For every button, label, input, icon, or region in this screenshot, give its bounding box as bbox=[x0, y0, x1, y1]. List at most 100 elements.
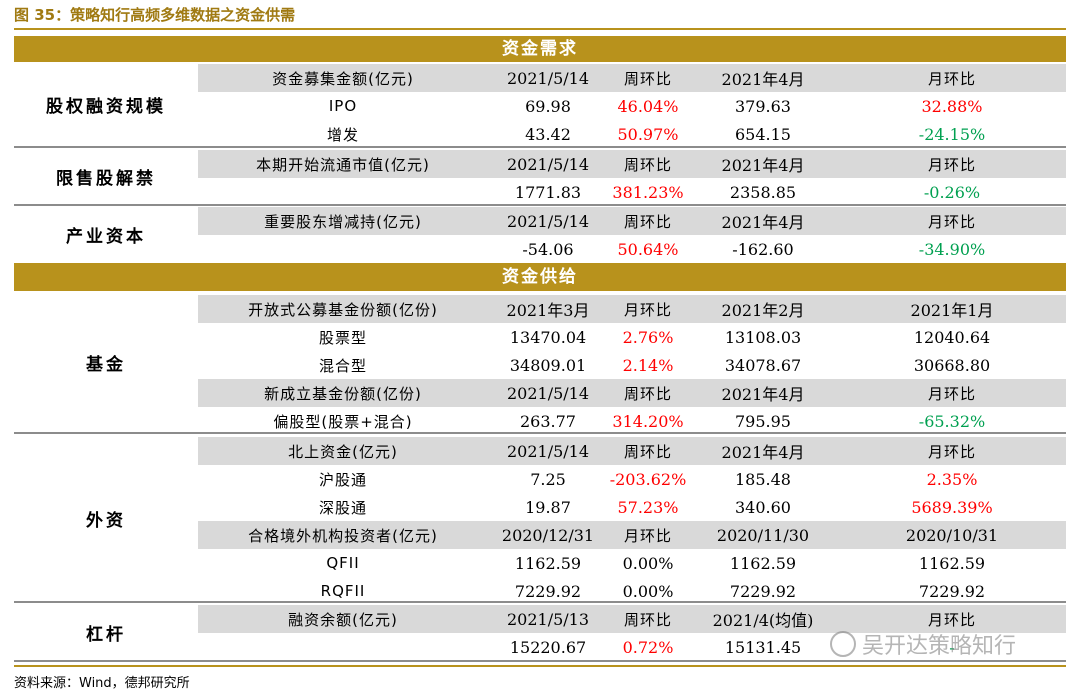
table-row: 偏股型(股票+混合) 263.77 314.20% 795.95 -65.32% bbox=[198, 407, 1066, 435]
table-cell: 34078.67 bbox=[724, 355, 802, 375]
table-cell: 2021年4月 bbox=[721, 156, 805, 175]
table-row: 混合型 34809.01 2.14% 34078.67 30668.80 bbox=[198, 351, 1066, 379]
row-label: 开放式公募基金份额(亿份) bbox=[248, 300, 438, 319]
separator bbox=[14, 601, 1066, 603]
table-cell: 57.23% bbox=[617, 497, 679, 517]
table-cell: 13470.04 bbox=[509, 327, 587, 347]
watermark-text: 吴开达策略知行 bbox=[862, 634, 1017, 659]
separator bbox=[14, 660, 1066, 662]
table-cell: 2021/5/14 bbox=[506, 68, 590, 88]
table-row: 增发 43.42 50.97% 654.15 -24.15% bbox=[198, 120, 1066, 148]
table-cell: 7229.92 bbox=[729, 581, 797, 601]
table-header-row: 新成立基金份额(亿份) 2021/5/14 周环比 2021年4月 月环比 bbox=[198, 379, 1066, 407]
table-cell: 2021年4月 bbox=[721, 385, 805, 404]
row-label: 资金募集金额(亿元) bbox=[272, 69, 414, 88]
table-header-row: 重要股东增减持(亿元) 2021/5/14 周环比 2021年4月 月环比 bbox=[198, 207, 1066, 235]
table-cell: -162.60 bbox=[732, 239, 794, 259]
table-cell: 月环比 bbox=[927, 610, 976, 629]
group-unlock: 限售股解禁 bbox=[56, 168, 156, 189]
table-cell: 2.76% bbox=[622, 327, 674, 347]
table-cell: -0.26% bbox=[923, 182, 981, 202]
table-header-row: 融资余额(亿元) 2021/5/13 周环比 2021/4(均值) 月环比 bbox=[198, 605, 1066, 633]
row-label: 重要股东增减持(亿元) bbox=[264, 212, 422, 231]
table-cell: 2358.85 bbox=[729, 182, 797, 202]
table-row: IPO 69.98 46.04% 379.63 32.88% bbox=[198, 92, 1066, 120]
separator bbox=[14, 146, 1066, 148]
table-cell: 43.42 bbox=[525, 124, 571, 144]
supply-section-header: 资金供给 bbox=[14, 263, 1066, 291]
table-cell: 2020/10/31 bbox=[905, 525, 999, 545]
wechat-logo-icon bbox=[830, 631, 856, 657]
table-cell: 月环比 bbox=[623, 526, 672, 545]
table-cell: 69.98 bbox=[525, 96, 571, 116]
row-label: 本期开始流通市值(亿元) bbox=[256, 155, 430, 174]
source-note: 资料来源：Wind，德邦研究所 bbox=[14, 676, 190, 691]
table-cell: 2021/5/13 bbox=[506, 609, 590, 629]
table-cell: 7229.92 bbox=[918, 581, 986, 601]
row-label: 沪股通 bbox=[318, 470, 367, 489]
group-industry: 产业资本 bbox=[66, 226, 146, 247]
table-cell: -54.06 bbox=[522, 239, 574, 259]
table-row: 15220.67 0.72% 15131.45 - bbox=[198, 633, 1066, 661]
table-row: RQFII 7229.92 0.00% 7229.92 7229.92 bbox=[198, 577, 1066, 605]
table-cell: 30668.80 bbox=[913, 355, 991, 375]
row-label: 增发 bbox=[326, 125, 359, 144]
group-equity: 股权融资规模 bbox=[46, 96, 166, 117]
table-cell: 2021年2月 bbox=[721, 301, 805, 320]
table-cell: 周环比 bbox=[623, 610, 672, 629]
table-cell: -34.90% bbox=[918, 239, 986, 259]
table-cell: 周环比 bbox=[623, 69, 672, 88]
table-cell: 1162.59 bbox=[729, 553, 797, 573]
group-leverage: 杠杆 bbox=[86, 624, 126, 645]
table-cell: 263.77 bbox=[520, 411, 576, 431]
table-row: 1771.83 381.23% 2358.85 -0.26% bbox=[198, 178, 1066, 206]
row-label: QFII bbox=[326, 554, 360, 572]
table-cell: 340.60 bbox=[735, 497, 791, 517]
table-cell: 32.88% bbox=[921, 96, 983, 116]
table-cell: 0.72% bbox=[622, 637, 674, 657]
table-cell: 795.95 bbox=[735, 411, 791, 431]
table-cell: 月环比 bbox=[927, 384, 976, 403]
table-cell: 2021年4月 bbox=[721, 70, 805, 89]
row-label: 北上资金(亿元) bbox=[288, 442, 398, 461]
table-cell: 314.20% bbox=[612, 411, 684, 431]
table-cell: 15131.45 bbox=[724, 637, 802, 657]
row-label: 合格境外机构投资者(亿元) bbox=[248, 526, 438, 545]
table-cell: 2021年3月 bbox=[506, 301, 590, 320]
table-cell: 2021/4(均值) bbox=[712, 611, 814, 630]
table-cell: 12040.64 bbox=[913, 327, 991, 347]
separator bbox=[14, 204, 1066, 206]
table-cell: 2021/5/14 bbox=[506, 154, 590, 174]
group-foreign: 外资 bbox=[86, 510, 126, 531]
row-label: 混合型 bbox=[318, 356, 367, 375]
table-cell: 185.48 bbox=[735, 469, 791, 489]
row-label: 融资余额(亿元) bbox=[288, 610, 398, 629]
table-cell: 7229.92 bbox=[514, 581, 582, 601]
table-cell: - bbox=[949, 637, 955, 657]
table-cell: 周环比 bbox=[623, 384, 672, 403]
top-rule bbox=[14, 28, 1066, 30]
table-header-row: 北上资金(亿元) 2021/5/14 周环比 2021年4月 月环比 bbox=[198, 437, 1066, 465]
table-cell: 月环比 bbox=[927, 442, 976, 461]
table-cell: 2021年4月 bbox=[721, 213, 805, 232]
table-row: QFII 1162.59 0.00% 1162.59 1162.59 bbox=[198, 549, 1066, 577]
row-label: 深股通 bbox=[318, 498, 367, 517]
group-fund: 基金 bbox=[86, 354, 126, 375]
table-cell: 50.64% bbox=[617, 239, 679, 259]
table-header-row: 本期开始流通市值(亿元) 2021/5/14 周环比 2021年4月 月环比 bbox=[198, 150, 1066, 178]
row-label bbox=[198, 235, 488, 263]
table-cell: 2020/11/30 bbox=[716, 525, 810, 545]
table-cell: 5689.39% bbox=[911, 497, 993, 517]
table-cell: 月环比 bbox=[623, 300, 672, 319]
row-label bbox=[198, 178, 488, 206]
table-cell: -24.15% bbox=[918, 124, 986, 144]
table-cell: 周环比 bbox=[623, 155, 672, 174]
table-cell: 2021/5/14 bbox=[506, 211, 590, 231]
row-label: 新成立基金份额(亿份) bbox=[264, 384, 422, 403]
row-label: 偏股型(股票+混合) bbox=[273, 412, 413, 431]
table-cell: 1771.83 bbox=[514, 182, 582, 202]
table-cell: 2.14% bbox=[622, 355, 674, 375]
table-cell: 月环比 bbox=[927, 155, 976, 174]
table-cell: 2021/5/14 bbox=[506, 441, 590, 461]
table-cell: 654.15 bbox=[735, 124, 791, 144]
